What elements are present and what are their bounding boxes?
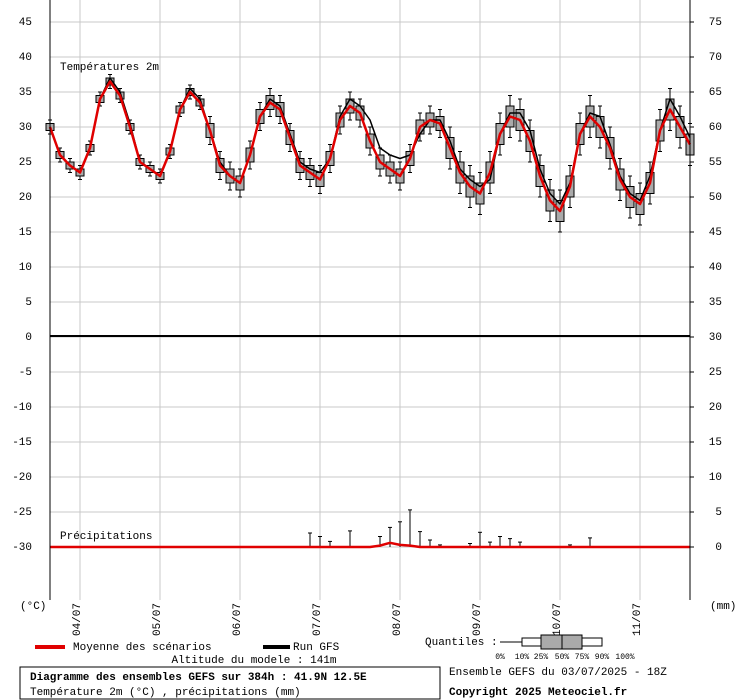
y2-unit: (mm) — [710, 601, 736, 613]
x-tick-label: 11/07 — [632, 603, 644, 636]
y2-tick-label: 5 — [715, 507, 722, 519]
y-tick-label: -15 — [12, 437, 32, 449]
y-unit: (°C) — [20, 601, 46, 613]
x-tick-label: 07/07 — [312, 603, 324, 636]
y-tick-label: 15 — [19, 227, 32, 239]
altitude: Altitude du modele : 141m — [171, 655, 336, 667]
footer-title: Diagramme des ensembles GEFS sur 384h : … — [30, 672, 367, 684]
y-tick-label: 0 — [25, 332, 32, 344]
y-tick-label: 25 — [19, 157, 32, 169]
y2-tick-label: 15 — [709, 437, 722, 449]
x-tick-label: 10/07 — [552, 603, 564, 636]
y-tick-label: 5 — [25, 297, 32, 309]
y2-tick-label: 45 — [709, 227, 722, 239]
y2-tick-label: 75 — [709, 17, 722, 29]
copyright: Copyright 2025 Meteociel.fr — [449, 687, 627, 699]
y-tick-label: 10 — [19, 262, 32, 274]
y2-tick-label: 0 — [715, 542, 722, 554]
y2-tick-label: 65 — [709, 87, 722, 99]
y-tick-label: -5 — [19, 367, 32, 379]
footer-box — [19, 666, 441, 700]
y2-tick-label: 25 — [709, 367, 722, 379]
quantile-label: 25% — [534, 653, 549, 662]
y2-tick-label: 30 — [709, 332, 722, 344]
y2-tick-label: 70 — [709, 52, 722, 64]
y2-tick-label: 60 — [709, 122, 722, 134]
quantile-label: 100% — [615, 653, 634, 662]
y-tick-label: 35 — [19, 87, 32, 99]
x-tick-label: 04/07 — [72, 603, 84, 636]
x-tick-label: 06/07 — [232, 603, 244, 636]
x-tick-label: 09/07 — [472, 603, 484, 636]
y-tick-label: 20 — [19, 192, 32, 204]
x-tick-label: 05/07 — [152, 603, 164, 636]
quantile-label: 0% — [495, 653, 505, 662]
quantiles-title: Quantiles : — [425, 637, 498, 649]
y-tick-label: -30 — [12, 542, 32, 554]
y-tick-label: 40 — [19, 52, 32, 64]
y2-tick-label: 10 — [709, 472, 722, 484]
y-tick-label: 45 — [19, 17, 32, 29]
y2-tick-label: 40 — [709, 262, 722, 274]
y2-tick-label: 55 — [709, 157, 722, 169]
series-line — [48, 80, 692, 213]
y-tick-label: 30 — [19, 122, 32, 134]
legend-label: Run GFS — [293, 642, 340, 654]
quantile-label: 75% — [575, 653, 590, 662]
x-tick-label: 08/07 — [392, 603, 404, 636]
y2-tick-label: 20 — [709, 402, 722, 414]
quantile-label: 90% — [595, 653, 610, 662]
panel-title: Précipitations — [60, 531, 152, 543]
footer-subtitle: Température 2m (°C) , précipitations (mm… — [30, 687, 301, 699]
quantile-label: 10% — [515, 653, 530, 662]
y-tick-label: -10 — [12, 402, 32, 414]
run-info: Ensemble GEFS du 03/07/2025 - 18Z — [449, 667, 667, 679]
quantile-label: 50% — [555, 653, 570, 662]
y2-tick-label: 50 — [709, 192, 722, 204]
y-tick-label: -20 — [12, 472, 32, 484]
y-tick-label: -25 — [12, 507, 32, 519]
quantile-key — [500, 634, 603, 650]
panel-title: Températures 2m — [60, 62, 159, 74]
legend-label: Moyenne des scénarios — [73, 642, 212, 654]
y2-tick-label: 35 — [709, 297, 722, 309]
series-line — [50, 541, 690, 549]
